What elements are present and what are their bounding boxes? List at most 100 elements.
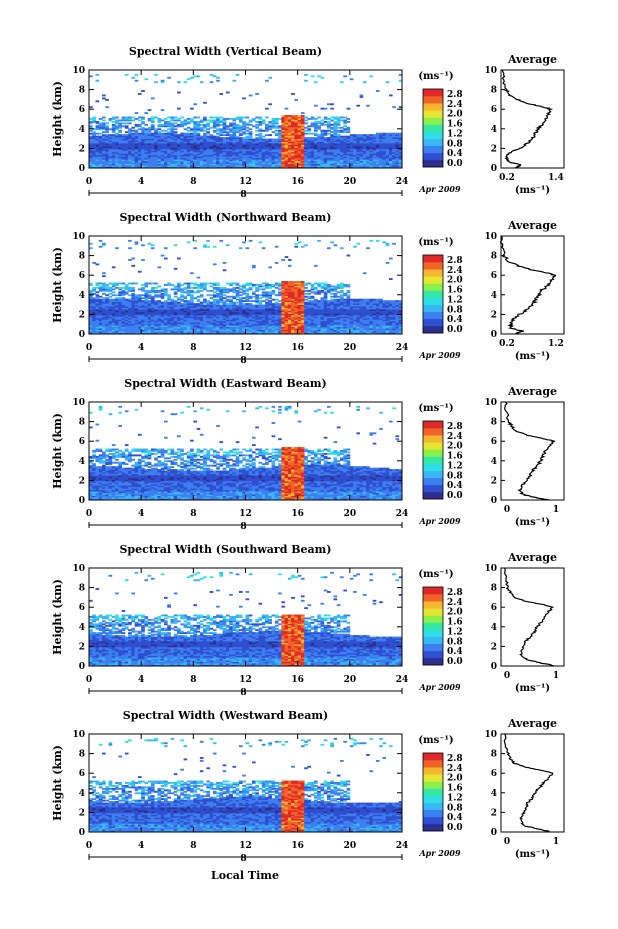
heatmap-cell [287,259,292,261]
heatmap-cell [111,160,116,163]
heatmap-cell [95,153,100,156]
heatmap-cell [89,148,93,151]
heatmap-cell [229,122,233,125]
heatmap-cell [131,116,136,119]
heatmap-cell [137,151,142,154]
heatmap-cell [160,148,165,151]
heatmap-cell [121,154,126,157]
heatmap-cell [121,143,126,145]
heatmap-cell [115,166,119,169]
heatmap-cell [92,118,96,120]
heatmap-cell [115,159,119,162]
heatmap-cell [115,156,119,159]
colorbar-tick-label: 2.8 [447,90,463,100]
heatmap-cell [137,137,142,139]
x-tick-label: 8 [190,177,196,187]
heatmap-cell [238,132,243,135]
heatmap-cell [115,150,119,153]
colorbar-swatch [423,89,443,97]
heatmap-cell [131,132,136,135]
heatmap-cell [346,118,351,120]
heatmap-cell [115,126,119,129]
heatmap-cell [92,159,96,162]
heatmap-cell [150,118,155,120]
heatmap-cell [170,166,175,169]
heatmap-cell [160,160,165,163]
heatmap-cell [128,163,132,166]
heatmap-cell [160,143,165,145]
heatmap-cell [154,166,158,169]
heatmap-cell [108,295,113,298]
heatmap-cell [261,138,266,141]
heatmap-cell [206,245,211,248]
heatmap-cell [157,118,162,120]
heatmap-cell [323,137,328,139]
heatmap-cell [160,140,165,142]
heatmap-cell [177,150,181,153]
heatmap-cell [147,126,152,129]
heatmap-cell [115,125,119,128]
heatmap-cell [128,132,132,135]
heatmap-cell [382,132,387,135]
heatmap-cell [150,125,155,128]
heatmap-cell [255,284,259,286]
heatmap-cell [105,157,109,160]
heatmap-cell [170,288,175,291]
heatmap-cell [212,291,217,294]
heatmap-cell [180,303,184,305]
heatmap-cell [128,166,132,169]
x-tick-label: 0 [86,177,92,187]
heatmap-cell [108,137,113,139]
heatmap-cell [89,165,93,167]
heatmap-cell [141,141,145,144]
heatmap-cell [131,140,136,142]
heatmap-cell [137,141,142,144]
heatmap-cell [141,144,145,147]
heatmap-cell [95,132,100,135]
heatmap-cell [268,103,272,106]
heatmap-cell [124,148,129,151]
heatmap-cell [212,129,217,132]
heatmap-cell [212,245,217,248]
heatmap-cell [118,163,122,166]
heatmap-cell [128,144,132,147]
heatmap-cell [274,261,279,264]
heatmap-cell [131,151,136,154]
heatmap-cell [297,241,302,244]
heatmap-cell [180,288,184,291]
heatmap-cell [150,156,155,159]
heatmap-cell [137,156,142,159]
heatmap-cell [235,282,240,285]
heatmap-cell [115,163,119,166]
heatmap-cell [141,90,145,92]
heatmap-cell [111,135,116,138]
heatmap-cell [89,145,93,148]
heatmap-cell [102,272,106,275]
heatmap-cell [170,138,175,141]
heatmap-cell [173,154,178,157]
heatmap-cell [190,282,194,285]
heatmap-cell [154,165,158,167]
heatmap-cell [137,134,142,137]
heatmap-cell [157,148,162,151]
heatmap-cell [252,138,256,141]
heatmap-cell [105,126,109,129]
heatmap-cell [163,140,168,142]
heatmap-cell [242,120,246,123]
heatmap-cell [95,73,100,76]
heatmap-cell [98,165,103,167]
heatmap-cell [167,122,171,125]
heatmap-cell [212,263,217,266]
heatmap-cell [313,132,318,135]
heatmap-cell [157,145,162,148]
heatmap-cell [206,289,211,292]
heatmap-cell [252,295,256,298]
heatmap-cell [173,140,178,142]
heatmap-cell [330,126,334,129]
heatmap-cell [98,137,103,139]
heatmap-cell [118,291,122,294]
heatmap-cell [154,153,158,156]
heatmap-cell [111,145,116,148]
colorbar-unit: (ms⁻¹) [418,71,453,82]
heatmap-cell [98,144,103,147]
